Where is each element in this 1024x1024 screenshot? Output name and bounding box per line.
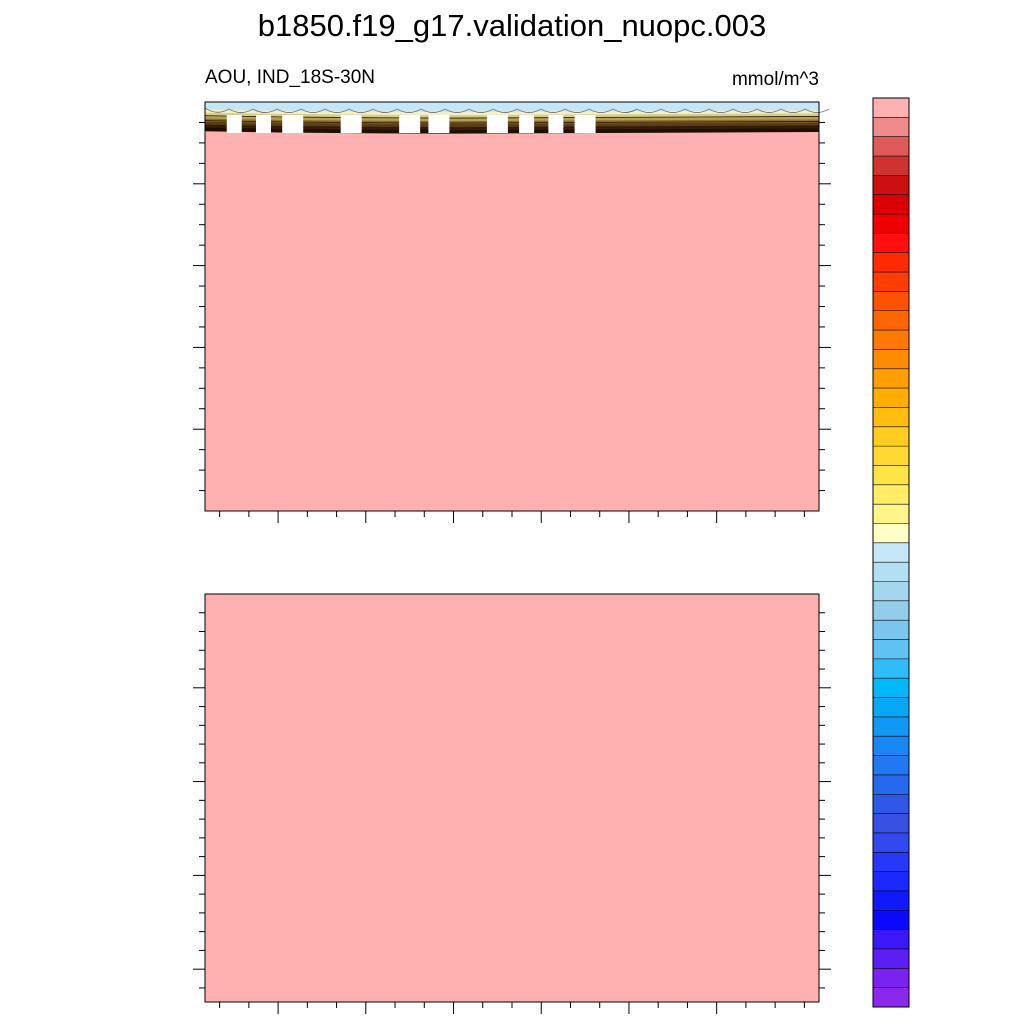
colorbar-swatch bbox=[873, 194, 909, 215]
colorbar-swatch bbox=[873, 233, 909, 254]
colorbar-swatch bbox=[873, 388, 909, 408]
colorbar-swatch bbox=[873, 156, 909, 176]
colorbar-swatch bbox=[873, 272, 909, 292]
lower-deep-fill bbox=[205, 594, 819, 1002]
colorbar-swatch bbox=[873, 736, 909, 756]
contour-label-bg bbox=[428, 115, 450, 133]
colorbar-swatch bbox=[873, 697, 909, 718]
contour-label-bg bbox=[548, 115, 564, 133]
colorbar-swatch bbox=[873, 330, 909, 350]
panel-subtitle-left: AOU, IND_18S-30N bbox=[205, 67, 375, 88]
colorbar-swatch bbox=[873, 562, 909, 582]
colorbar-swatch bbox=[873, 523, 909, 544]
colorbar-swatch bbox=[873, 813, 909, 834]
colorbar-swatch bbox=[873, 716, 909, 737]
colorbar-swatch bbox=[873, 407, 909, 428]
colorbar-swatch bbox=[873, 987, 909, 1008]
colorbar-swatch bbox=[873, 910, 909, 930]
contour-label-bg bbox=[486, 115, 508, 133]
colorbar-swatch bbox=[873, 581, 909, 602]
contour-label-bg bbox=[340, 115, 362, 133]
colorbar-swatch bbox=[873, 968, 909, 988]
colorbar-swatch bbox=[873, 117, 909, 137]
figure-title: b1850.f19_g17.validation_nuopc.003 bbox=[258, 8, 767, 43]
colorbar-swatch bbox=[873, 446, 909, 466]
colorbar-swatch bbox=[873, 600, 909, 621]
panel-subtitle-right: mmol/m^3 bbox=[732, 69, 819, 90]
contour-label-bg bbox=[399, 115, 421, 133]
colorbar-swatch bbox=[873, 310, 909, 331]
colorbar-swatch bbox=[873, 484, 909, 505]
colorbar-swatch bbox=[873, 136, 909, 157]
colorbar-swatch bbox=[873, 504, 909, 524]
upper-deep-fill bbox=[205, 102, 819, 511]
contour-label-bg bbox=[282, 115, 304, 133]
colorbar bbox=[872, 97, 910, 1008]
colorbar-swatch bbox=[873, 368, 909, 389]
contour-label-bg bbox=[255, 115, 271, 133]
contour-label-bg bbox=[226, 115, 242, 133]
lower-panel bbox=[193, 593, 831, 1014]
colorbar-swatch bbox=[873, 175, 909, 196]
contour-label-bg bbox=[574, 115, 596, 133]
surface-layer bbox=[205, 102, 819, 114]
colorbar-swatch bbox=[873, 214, 909, 234]
colorbar-swatch bbox=[873, 755, 909, 776]
upper-panel bbox=[193, 101, 831, 523]
colorbar-swatch bbox=[873, 252, 909, 273]
colorbar-swatch bbox=[873, 658, 909, 679]
colorbar-swatch bbox=[873, 948, 909, 969]
colorbar-swatch bbox=[873, 890, 909, 911]
colorbar-swatch bbox=[873, 929, 909, 950]
colorbar-swatch bbox=[873, 291, 909, 312]
colorbar-swatch bbox=[873, 794, 909, 814]
contour-line bbox=[204, 107, 830, 113]
colorbar-swatch bbox=[873, 620, 909, 640]
colorbar-swatch bbox=[873, 852, 909, 872]
colorbar-swatch bbox=[873, 426, 909, 447]
colorbar-swatch bbox=[873, 639, 909, 660]
contour-label-bg bbox=[519, 115, 535, 133]
colorbar-swatch bbox=[873, 542, 909, 563]
colorbar-swatch bbox=[873, 678, 909, 698]
colorbar-swatch bbox=[873, 98, 909, 118]
colorbar-swatch bbox=[873, 349, 909, 370]
colorbar-swatch bbox=[873, 832, 909, 853]
colorbar-frame bbox=[872, 97, 910, 1008]
colorbar-swatch bbox=[873, 465, 909, 486]
colorbar-swatch bbox=[873, 871, 909, 892]
colorbar-swatch bbox=[873, 774, 909, 795]
